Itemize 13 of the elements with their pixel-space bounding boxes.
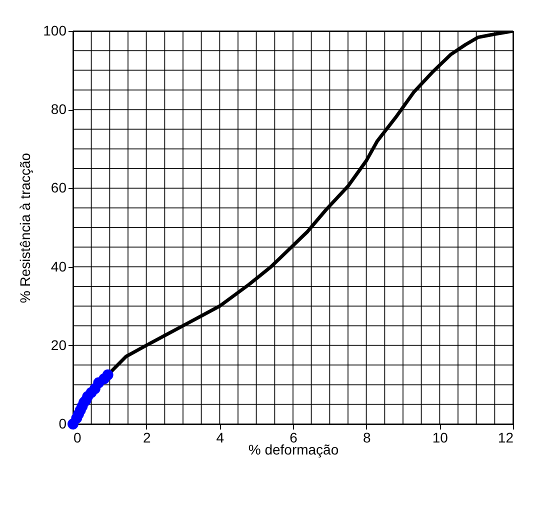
y-tick-label: 80 — [50, 101, 67, 118]
y-tick-label: 40 — [50, 258, 67, 274]
x-tick-label: 12 — [498, 430, 514, 446]
y-tick-label: 60 — [50, 180, 67, 196]
x-tick-label: 2 — [142, 430, 151, 446]
x-tick-label: 0 — [74, 430, 82, 446]
x-tick-label: 10 — [432, 430, 448, 446]
y-tick-label: 100 — [43, 22, 67, 38]
y-axis-title: % Resistência à tracção — [17, 152, 34, 304]
y-tick-label: 20 — [50, 336, 67, 353]
y-tick-label: 0 — [58, 416, 67, 432]
x-tick-label: 4 — [216, 430, 224, 446]
x-tick-label: 8 — [362, 430, 371, 446]
